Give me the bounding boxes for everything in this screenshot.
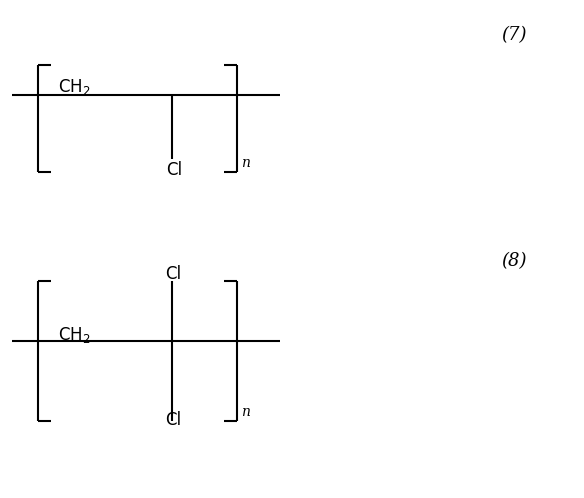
Text: Cl: Cl	[166, 161, 183, 179]
Text: Cl: Cl	[165, 411, 182, 429]
Text: n: n	[241, 405, 250, 419]
Text: CH$_2$: CH$_2$	[58, 77, 91, 97]
Text: (8): (8)	[501, 252, 527, 270]
Text: n: n	[241, 156, 250, 170]
Text: CH$_2$: CH$_2$	[58, 325, 91, 345]
Text: Cl: Cl	[165, 265, 182, 283]
Text: (7): (7)	[501, 26, 527, 44]
